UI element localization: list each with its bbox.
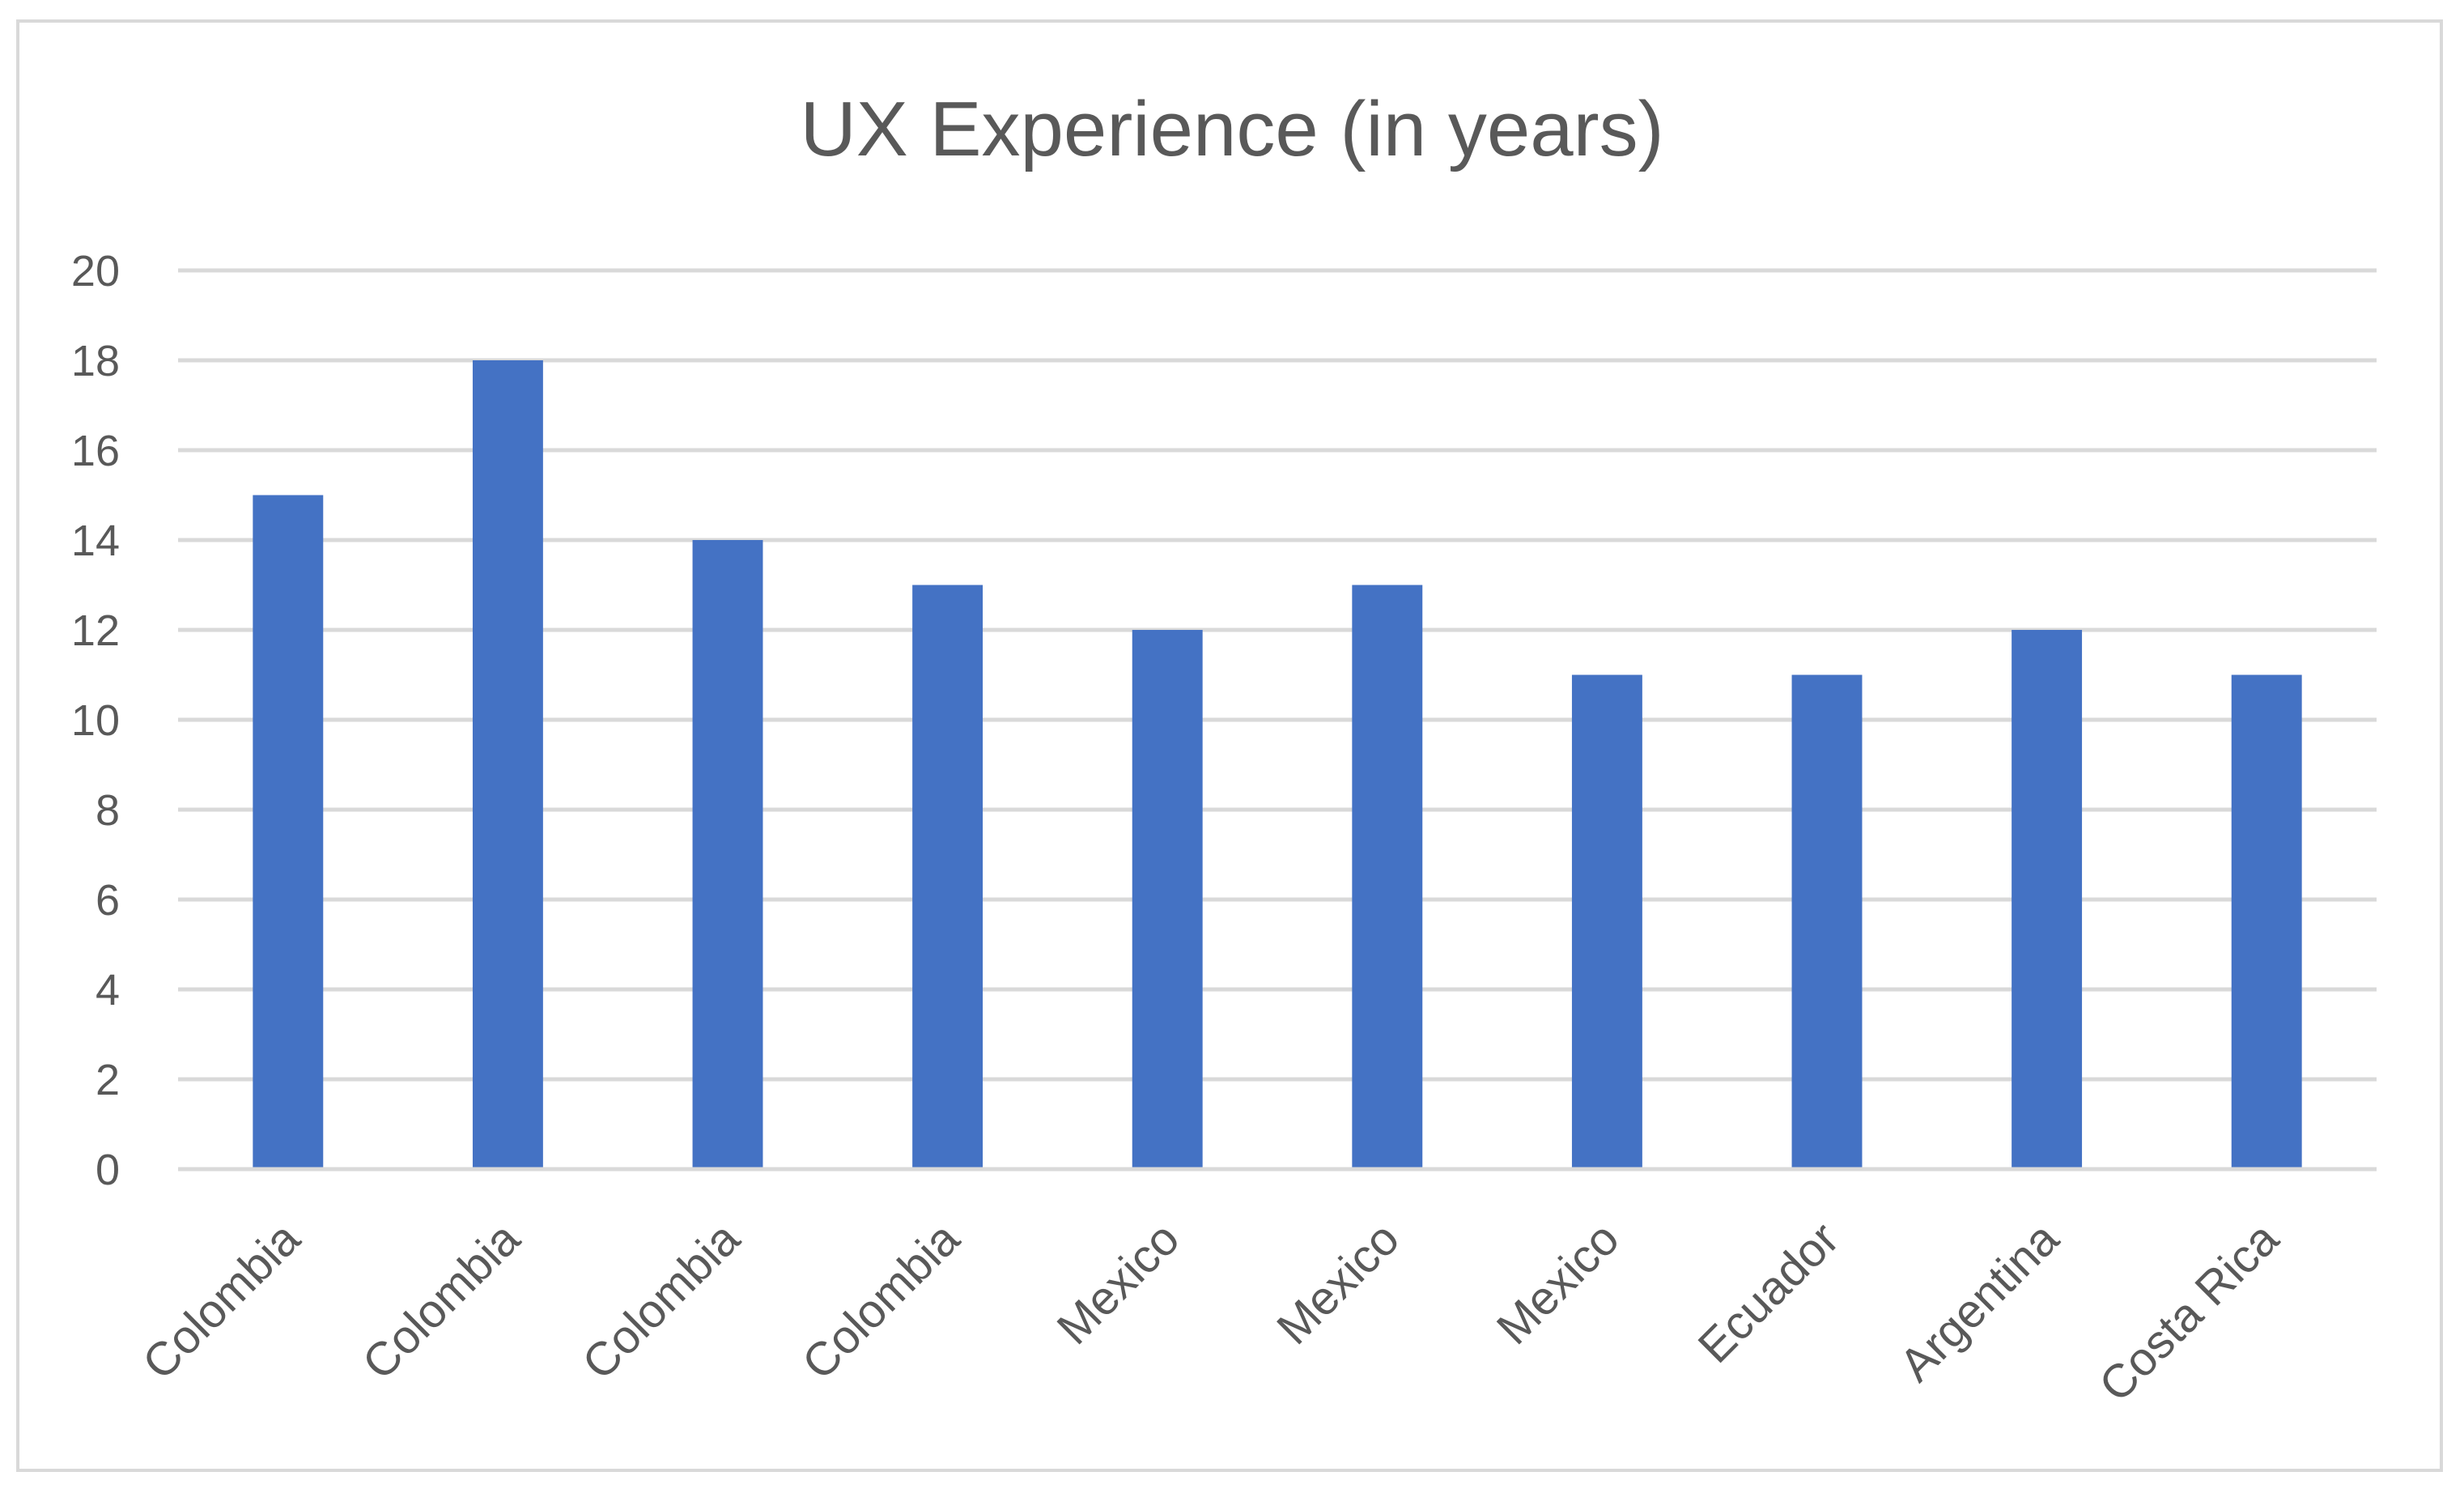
bar [472,360,543,1169]
bar [2012,630,2083,1169]
y-tick-label: 14 [71,517,120,565]
bar [692,540,763,1169]
y-tick-label: 6 [96,876,120,925]
chart-title: UX Experience (in years) [800,86,1663,172]
y-tick-label: 12 [71,606,120,655]
x-tick-label: Argentina [1889,1212,2069,1392]
x-axis-category-labels: Colombia Colombia Colombia Colombia Mexico Me… [133,1212,2289,1412]
bar [2231,674,2302,1169]
bar [1132,630,1203,1169]
y-tick-label: 2 [96,1056,120,1104]
bars [253,360,2302,1169]
x-tick-label: Mexico [1487,1212,1629,1355]
y-tick-label: 10 [71,696,120,745]
bar [1352,585,1423,1169]
x-tick-label: Costa Rica [2089,1212,2289,1412]
y-tick-label: 8 [96,786,120,835]
y-tick-label: 20 [71,247,120,296]
x-tick-label: Colombia [572,1212,750,1390]
bar [253,495,324,1169]
x-tick-label: Ecuador [1688,1212,1849,1373]
y-tick-label: 0 [96,1146,120,1194]
x-tick-label: Mexico [1047,1212,1190,1355]
y-axis-tick-labels: 0 2 4 6 8 10 12 14 16 18 20 [71,247,120,1194]
x-tick-label: Mexico [1267,1212,1409,1355]
x-tick-label: Colombia [352,1212,530,1390]
y-tick-label: 16 [71,427,120,475]
bar [1571,674,1642,1169]
x-tick-label: Colombia [792,1212,971,1390]
bar [1791,674,1863,1169]
gridlines [178,268,2377,1082]
y-tick-label: 18 [71,337,120,385]
y-tick-label: 4 [96,966,120,1014]
bar [912,585,983,1169]
x-tick-label: Colombia [133,1212,311,1390]
